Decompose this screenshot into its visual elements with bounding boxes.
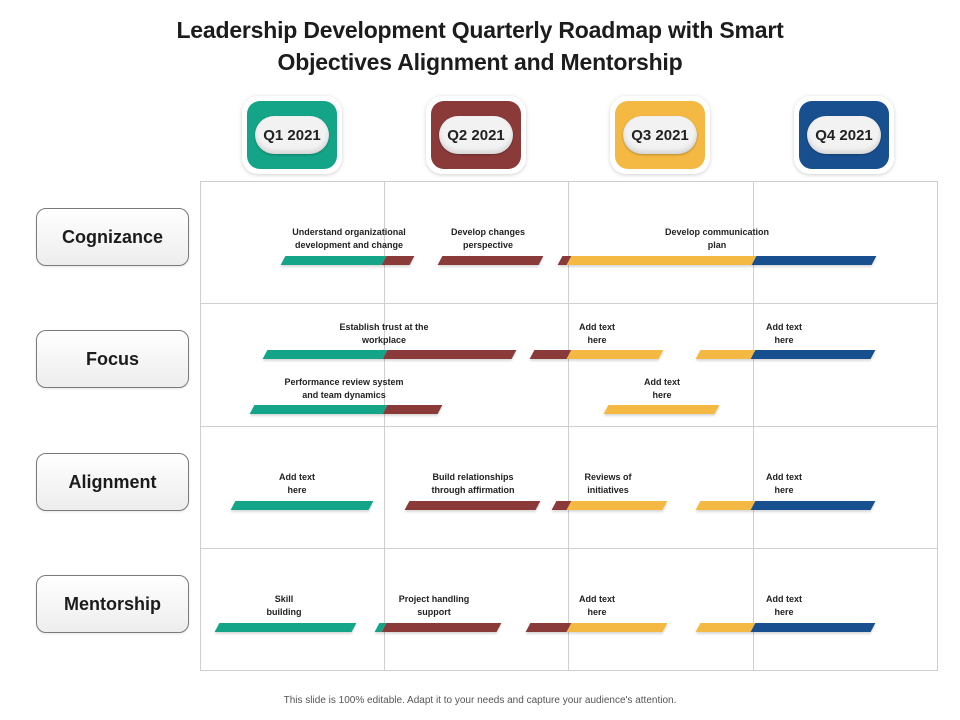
task-bar-segment xyxy=(695,501,756,510)
task-bar xyxy=(249,405,443,414)
task-label: Skill building xyxy=(266,594,302,617)
task-bar-segment xyxy=(404,501,541,510)
task-bar-segment xyxy=(262,350,387,359)
task-bar-segment xyxy=(249,405,387,414)
row-label-focus: Focus xyxy=(36,330,189,388)
title-line-1: Leadership Development Quarterly Roadmap… xyxy=(176,17,784,43)
task-bar xyxy=(437,256,544,265)
grid-divider xyxy=(200,548,938,549)
task-bar xyxy=(695,623,876,632)
task-bar-segment xyxy=(526,623,572,632)
footer-note: This slide is 100% editable. Adapt it to… xyxy=(283,695,677,706)
task-label: Add text here xyxy=(279,472,315,495)
quarter-badge-fill: Q4 2021 xyxy=(799,101,889,169)
task-bar xyxy=(526,623,668,632)
task-bar-segment xyxy=(751,623,876,632)
task-bar-segment xyxy=(382,405,443,414)
task-label: Add text here xyxy=(579,322,615,345)
task-bar-segment xyxy=(437,256,544,265)
task-bar-segment xyxy=(751,256,876,265)
task-bar xyxy=(230,501,374,510)
quarter-badge-q1: Q1 2021 xyxy=(242,96,342,174)
task-bar-segment xyxy=(751,501,876,510)
task-label: Add text here xyxy=(766,322,802,345)
task-bar-segment xyxy=(566,623,668,632)
task-bar xyxy=(374,623,502,632)
task-label: Add text here xyxy=(644,377,680,400)
task-bar-segment xyxy=(566,350,664,359)
row-label-alignment: Alignment xyxy=(36,453,189,511)
task-bar xyxy=(695,501,876,510)
task-bar xyxy=(214,623,356,632)
task-bar-segment xyxy=(695,350,756,359)
quarter-badge-fill: Q2 2021 xyxy=(431,101,521,169)
task-label: Understand organizational development an… xyxy=(292,227,406,250)
task-bar-segment xyxy=(214,623,356,632)
task-label: Add text here xyxy=(766,472,802,495)
task-bar xyxy=(262,350,517,359)
task-bar-segment xyxy=(230,501,374,510)
quarter-badge-fill: Q1 2021 xyxy=(247,101,337,169)
task-bar xyxy=(280,256,415,265)
task-bar xyxy=(529,350,664,359)
quarter-badge-fill: Q3 2021 xyxy=(615,101,705,169)
task-bar-segment xyxy=(695,623,756,632)
task-bar xyxy=(603,405,719,414)
quarter-badge-q2: Q2 2021 xyxy=(426,96,526,174)
task-bar-segment xyxy=(382,256,415,265)
task-label: Establish trust at the workplace xyxy=(339,322,429,345)
page-title: Leadership Development Quarterly Roadmap… xyxy=(0,14,960,78)
task-label: Reviews of initiatives xyxy=(584,472,632,495)
title-line-2: Objectives Alignment and Mentorship xyxy=(277,49,683,75)
task-label: Add text here xyxy=(766,594,802,617)
row-label-cognizance: Cognizance xyxy=(36,208,189,266)
grid-divider xyxy=(200,426,938,427)
task-label: Develop communication plan xyxy=(664,227,770,250)
task-bar-segment xyxy=(529,350,572,359)
quarter-badge-q4: Q4 2021 xyxy=(794,96,894,174)
task-bar-segment xyxy=(603,405,719,414)
quarter-label: Q2 2021 xyxy=(439,116,513,154)
task-bar-segment xyxy=(566,501,668,510)
task-bar xyxy=(557,256,876,265)
grid-divider xyxy=(200,303,938,304)
task-bar-segment xyxy=(382,623,502,632)
quarter-label: Q1 2021 xyxy=(255,116,329,154)
task-bar xyxy=(695,350,876,359)
quarter-label: Q3 2021 xyxy=(623,116,697,154)
task-label: Performance review system and team dynam… xyxy=(284,377,404,400)
task-label: Develop changes perspective xyxy=(450,227,526,250)
quarter-label: Q4 2021 xyxy=(807,116,881,154)
task-label: Add text here xyxy=(579,594,615,617)
task-bar-segment xyxy=(382,350,517,359)
task-bar-segment xyxy=(566,256,756,265)
quarter-badge-q3: Q3 2021 xyxy=(610,96,710,174)
task-bar-segment xyxy=(280,256,387,265)
task-bar xyxy=(551,501,668,510)
task-bar-segment xyxy=(751,350,876,359)
task-label: Project handling support xyxy=(398,594,470,617)
task-label: Build relationships through affirmation xyxy=(431,472,515,495)
row-label-mentorship: Mentorship xyxy=(36,575,189,633)
task-bar xyxy=(404,501,541,510)
